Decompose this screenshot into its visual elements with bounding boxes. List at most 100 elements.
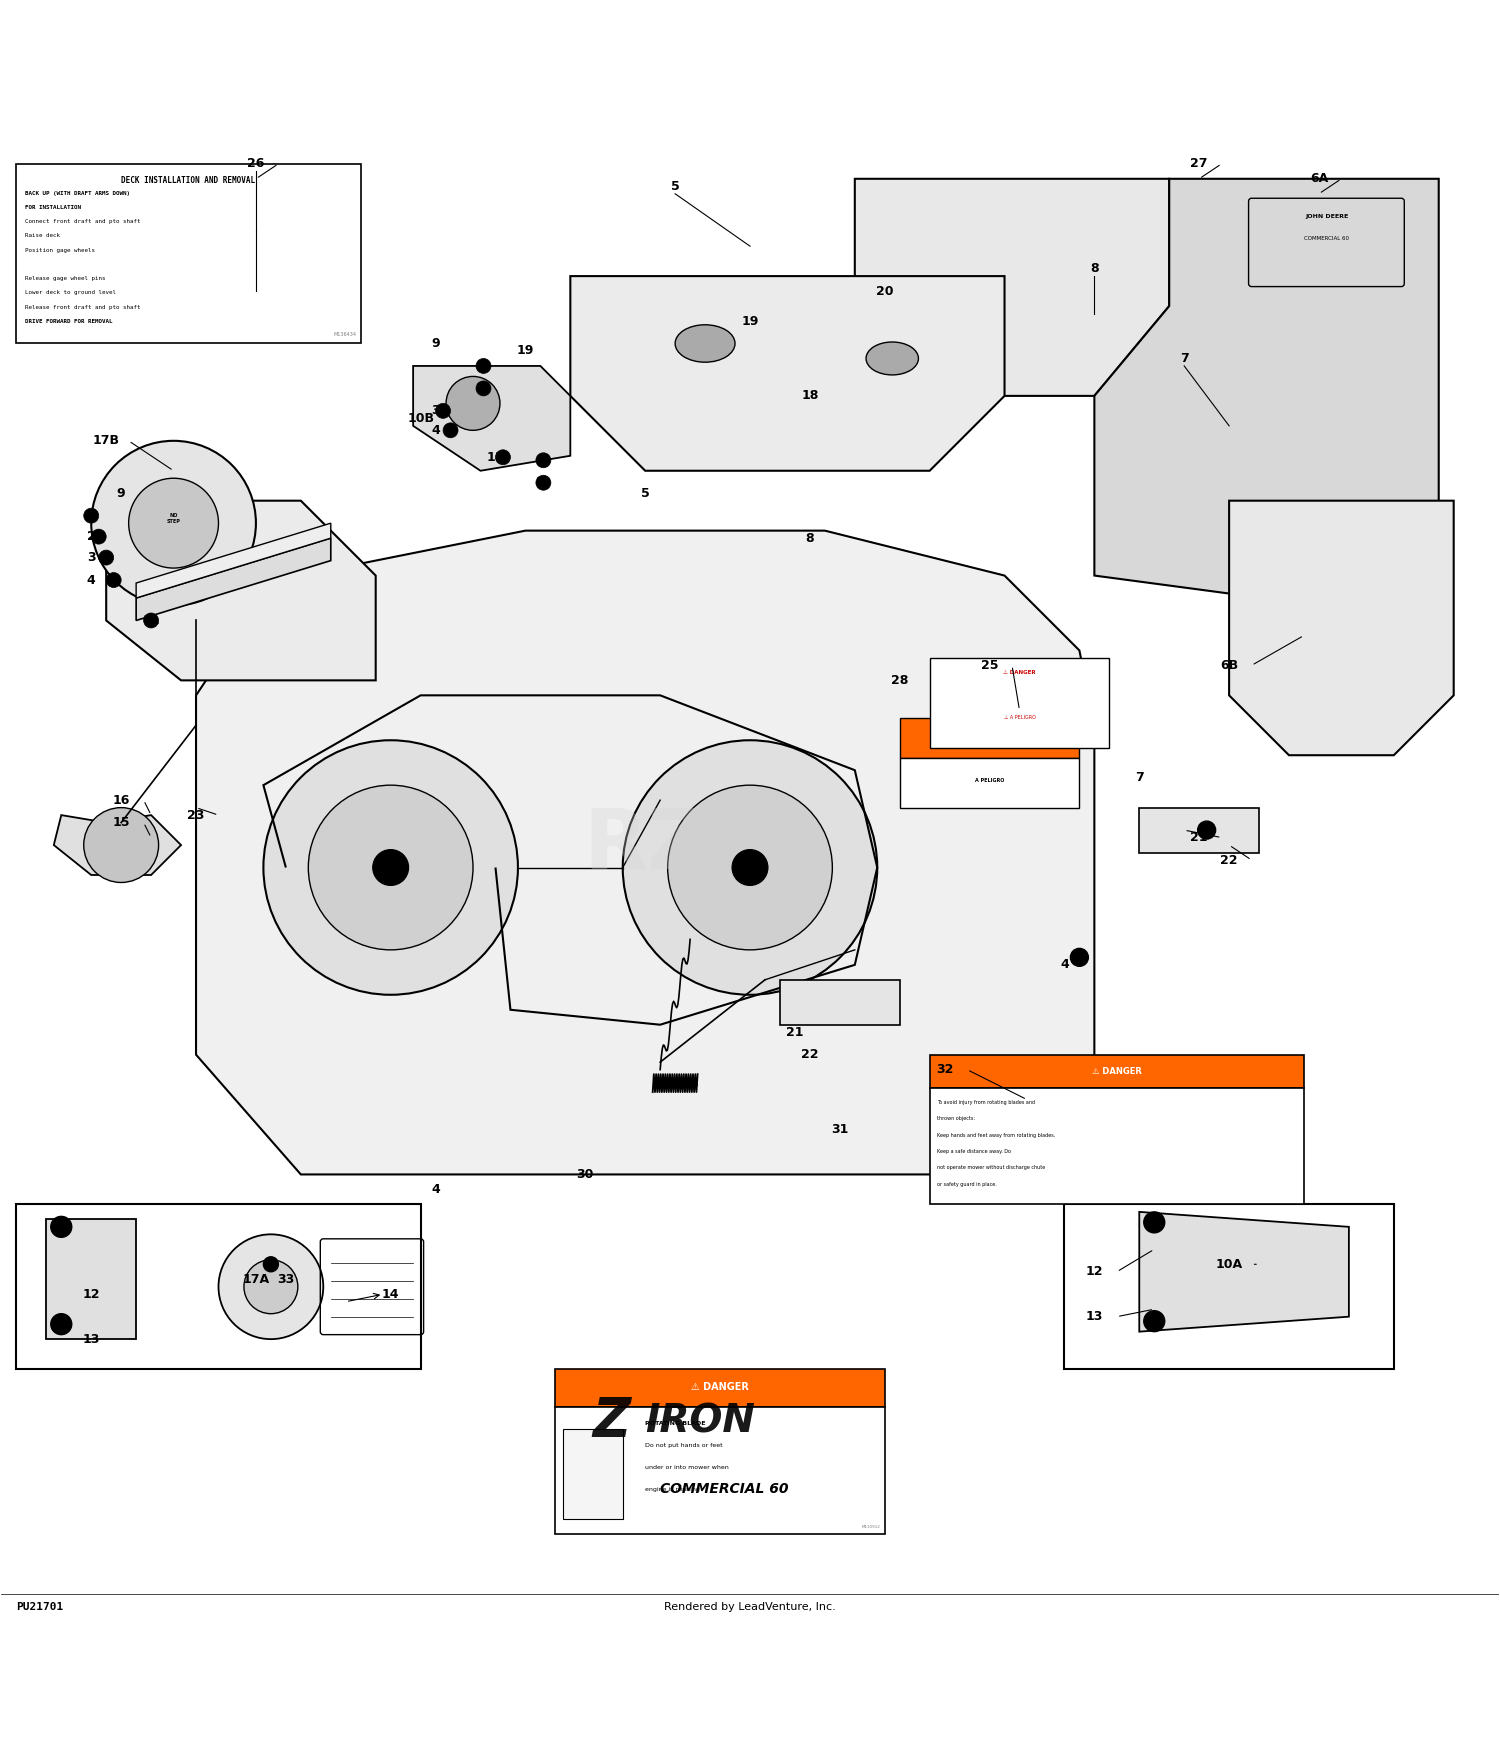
- Bar: [1065, 1204, 1394, 1369]
- Text: ⚠ DANGER: ⚠ DANGER: [692, 1382, 748, 1391]
- Bar: [930, 658, 1110, 747]
- Polygon shape: [780, 980, 900, 1026]
- Polygon shape: [570, 276, 1005, 471]
- Circle shape: [84, 808, 159, 882]
- Text: Keep hands and feet away from rotating blades.: Keep hands and feet away from rotating b…: [938, 1132, 1056, 1138]
- Bar: [555, 1407, 885, 1533]
- Circle shape: [1197, 821, 1215, 838]
- Text: 32: 32: [936, 1064, 954, 1076]
- Text: 7: 7: [1136, 772, 1143, 784]
- Text: ⚠ DANGER: ⚠ DANGER: [1004, 670, 1036, 676]
- Text: engine is running: engine is running: [645, 1486, 700, 1491]
- Circle shape: [144, 612, 159, 628]
- Polygon shape: [136, 523, 332, 599]
- Circle shape: [372, 849, 408, 886]
- Circle shape: [51, 1314, 72, 1335]
- Bar: [930, 1055, 1304, 1087]
- Text: DRIVE FORWARD FOR REMOVAL: DRIVE FORWARD FOR REMOVAL: [26, 318, 112, 324]
- Text: 33: 33: [278, 1272, 294, 1286]
- Polygon shape: [855, 178, 1168, 396]
- Text: 19: 19: [741, 315, 759, 327]
- Text: 30: 30: [576, 1167, 594, 1181]
- Circle shape: [244, 1260, 298, 1314]
- Text: DECK INSTALLATION AND REMOVAL: DECK INSTALLATION AND REMOVAL: [122, 175, 255, 186]
- Circle shape: [495, 450, 510, 466]
- Text: Connect front draft and pto shaft: Connect front draft and pto shaft: [26, 219, 141, 224]
- Text: 9: 9: [432, 338, 439, 350]
- Text: IRON: IRON: [645, 1402, 754, 1440]
- Polygon shape: [46, 1220, 136, 1339]
- Polygon shape: [1140, 1211, 1348, 1332]
- Text: 17A: 17A: [243, 1272, 270, 1286]
- Text: Release front draft and pto shaft: Release front draft and pto shaft: [26, 304, 141, 310]
- Text: 9: 9: [117, 487, 126, 500]
- Polygon shape: [1140, 807, 1258, 852]
- Bar: [900, 718, 1080, 758]
- Text: 22: 22: [801, 1048, 819, 1060]
- Text: 27: 27: [1191, 158, 1208, 170]
- Bar: [16, 1204, 420, 1369]
- Text: thrown objects:: thrown objects:: [938, 1116, 975, 1122]
- Text: 10B: 10B: [406, 411, 433, 425]
- Circle shape: [309, 786, 472, 950]
- Text: 21: 21: [786, 1026, 804, 1040]
- Text: Release gage wheel pins: Release gage wheel pins: [26, 276, 106, 282]
- Text: BACK UP (WITH DRAFT ARMS DOWN): BACK UP (WITH DRAFT ARMS DOWN): [26, 191, 130, 196]
- Polygon shape: [1228, 500, 1454, 756]
- Text: 4: 4: [430, 424, 439, 438]
- Text: 10A: 10A: [1215, 1258, 1242, 1270]
- Text: 5: 5: [640, 487, 650, 500]
- Text: 25: 25: [981, 660, 999, 672]
- Text: To avoid injury from rotating blades and: To avoid injury from rotating blades and: [938, 1099, 1035, 1104]
- Text: 1: 1: [536, 453, 544, 467]
- Text: 26: 26: [248, 158, 264, 170]
- Circle shape: [264, 740, 518, 994]
- Polygon shape: [413, 366, 570, 471]
- Text: NO
STEP: NO STEP: [166, 513, 180, 523]
- Text: 3: 3: [87, 551, 96, 564]
- Text: JOHN DEERE: JOHN DEERE: [1305, 214, 1348, 219]
- Polygon shape: [106, 500, 375, 681]
- Text: 12: 12: [82, 1288, 100, 1300]
- Text: ⚠ DANGER: ⚠ DANGER: [975, 735, 1004, 740]
- Circle shape: [92, 528, 106, 544]
- Text: ⚠ DANGER: ⚠ DANGER: [1092, 1068, 1142, 1076]
- Circle shape: [51, 1216, 72, 1237]
- Text: 8: 8: [806, 532, 814, 544]
- Text: ⚠ A PELIGRO: ⚠ A PELIGRO: [1004, 716, 1035, 721]
- Circle shape: [476, 359, 490, 373]
- Polygon shape: [196, 530, 1095, 1174]
- Circle shape: [536, 476, 550, 490]
- Text: 7: 7: [1180, 352, 1188, 366]
- Text: ROTATING BLADE: ROTATING BLADE: [645, 1421, 705, 1426]
- Bar: [555, 1368, 885, 1407]
- Text: 14: 14: [382, 1288, 399, 1300]
- Circle shape: [129, 478, 219, 569]
- Text: 1: 1: [87, 509, 96, 522]
- Circle shape: [106, 572, 122, 588]
- Text: Position gage wheels: Position gage wheels: [26, 248, 96, 252]
- Ellipse shape: [865, 341, 918, 374]
- Circle shape: [476, 382, 490, 396]
- Bar: [16, 164, 360, 343]
- Text: 11: 11: [142, 614, 160, 626]
- Text: 28: 28: [891, 674, 909, 686]
- Text: 4: 4: [430, 1183, 439, 1195]
- Text: Do not put hands or feet: Do not put hands or feet: [645, 1444, 723, 1449]
- Circle shape: [1144, 1311, 1164, 1332]
- Text: RZ: RZ: [584, 805, 708, 886]
- Text: 2: 2: [87, 530, 96, 542]
- Text: not operate mower without discharge chute: not operate mower without discharge chut…: [938, 1166, 1046, 1171]
- Text: 13: 13: [1086, 1311, 1102, 1323]
- Ellipse shape: [675, 326, 735, 362]
- Text: COMMERCIAL 60: COMMERCIAL 60: [1304, 236, 1348, 242]
- Text: 23: 23: [188, 808, 204, 821]
- Text: M110912: M110912: [861, 1526, 880, 1530]
- Text: 6B: 6B: [1220, 660, 1238, 672]
- Text: 16: 16: [112, 794, 130, 807]
- Circle shape: [732, 849, 768, 886]
- Text: 2: 2: [536, 476, 544, 490]
- Circle shape: [84, 507, 99, 523]
- Text: Rendered by LeadVenture, Inc.: Rendered by LeadVenture, Inc.: [664, 1601, 836, 1612]
- Text: 21: 21: [1191, 831, 1208, 844]
